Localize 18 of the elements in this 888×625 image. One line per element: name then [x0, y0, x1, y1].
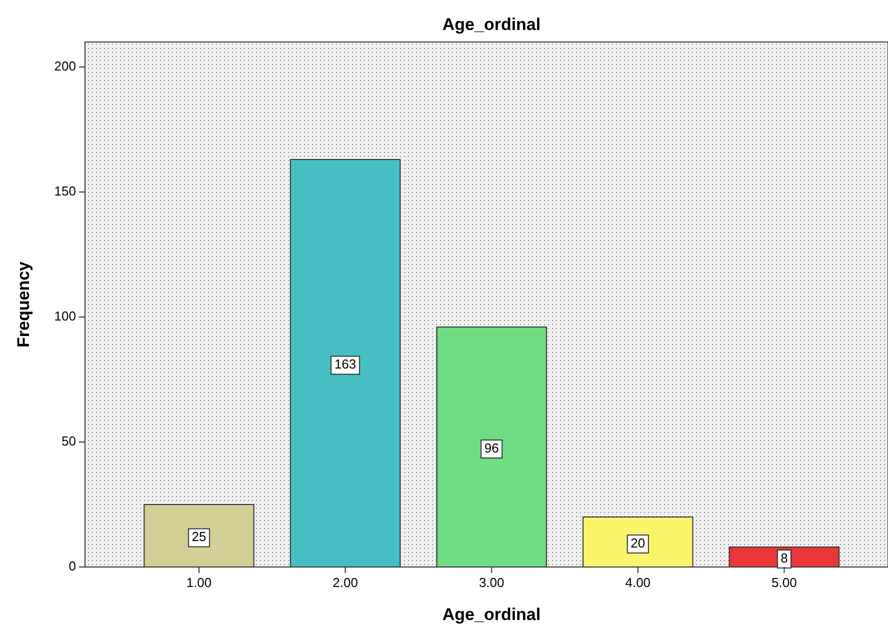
x-axis-title: Age_ordinal [442, 605, 541, 624]
y-tick-label: 200 [54, 58, 76, 74]
x-tick-label: 5.00 [772, 575, 797, 590]
chart-title: Age_ordinal [442, 15, 541, 34]
y-tick-label: 100 [54, 308, 76, 324]
data-label: 8 [780, 550, 788, 566]
x-tick-label: 3.00 [478, 575, 504, 590]
data-label: 96 [484, 440, 499, 456]
y-axis-title: Frequency [14, 260, 33, 348]
data-label: 163 [334, 356, 356, 372]
x-tick-label: 4.00 [625, 575, 651, 590]
data-label: 20 [630, 535, 646, 550]
y-tick-label: 50 [62, 433, 76, 448]
data-label: 25 [192, 529, 206, 544]
x-tick-label: 2.00 [332, 575, 358, 590]
y-tick-label: 150 [54, 183, 76, 198]
x-tick-label: 1.00 [186, 575, 212, 590]
y-tick-label: 0 [68, 558, 76, 574]
